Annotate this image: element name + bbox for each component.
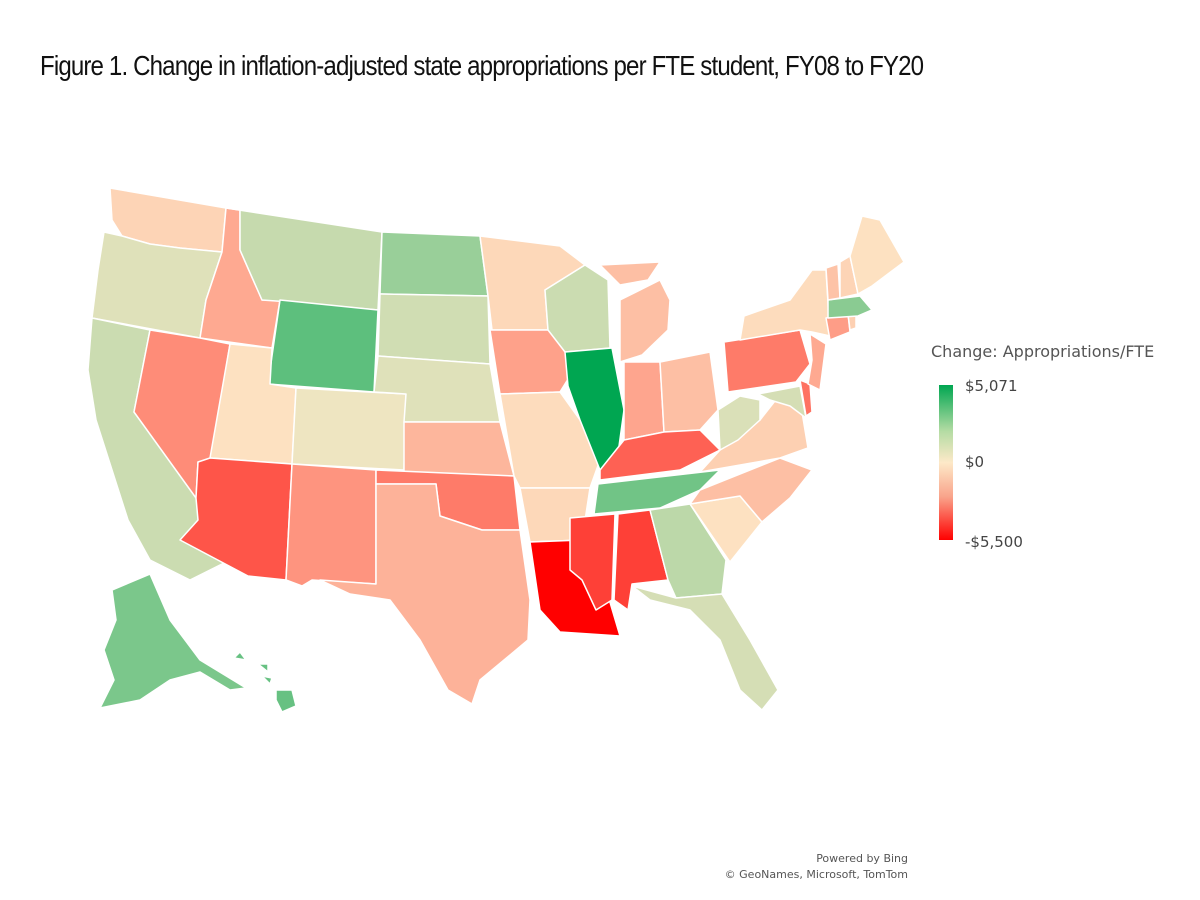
legend-max-label: $5,071: [965, 377, 1018, 395]
state-texas: Texas: [319, 483, 531, 705]
state-michigan: Michigan: [599, 261, 671, 363]
state-virginia: Virginia: [699, 391, 809, 473]
legend-color-scale: [939, 385, 953, 540]
legend-min-label: -$5,500: [965, 533, 1023, 551]
state-maine: Maine: [849, 215, 905, 295]
state-west-virginia: West Virginia: [717, 395, 761, 451]
state-delaware: Delaware: [799, 379, 813, 417]
state-south-dakota: South Dakota: [377, 293, 491, 365]
state-ohio: Ohio: [659, 351, 719, 433]
powered-by-text: Powered by Bing: [816, 852, 908, 865]
state-wyoming: Wyoming: [267, 299, 379, 393]
state-kentucky: Kentucky: [599, 429, 721, 481]
state-maryland: Maryland: [757, 385, 807, 419]
legend-title: Change: Appropriations/FTE: [931, 342, 1155, 361]
state-colorado: Colorado: [291, 387, 407, 471]
legend-mid-label: $0: [965, 453, 985, 471]
attribution-text: © GeoNames, Microsoft, TomTom: [724, 868, 908, 881]
state-north-carolina: North Carolina: [689, 457, 813, 523]
state-indiana: Indiana: [623, 361, 665, 441]
state-massachusetts: Massachusetts: [827, 295, 873, 319]
state-new-york: New York: [739, 269, 831, 341]
state-vermont: Vermont: [825, 263, 841, 301]
state-new-mexico: New Mexico: [285, 463, 377, 587]
figure-title: Figure 1. Change in inflation-adjusted s…: [40, 50, 924, 81]
state-pennsylvania: Pennsylvania: [723, 329, 811, 393]
state-missouri: Missouri: [499, 391, 601, 489]
state-hawaii: Hawaii: [233, 651, 297, 713]
state-north-dakota: North Dakota: [379, 231, 489, 297]
state-mississippi: Mississippi: [569, 513, 616, 611]
state-alaska: Alaska: [99, 573, 247, 709]
state-new-jersey: New Jersey: [807, 333, 827, 391]
state-kansas: Kansas: [403, 421, 515, 477]
state-florida: Florida: [631, 585, 779, 711]
